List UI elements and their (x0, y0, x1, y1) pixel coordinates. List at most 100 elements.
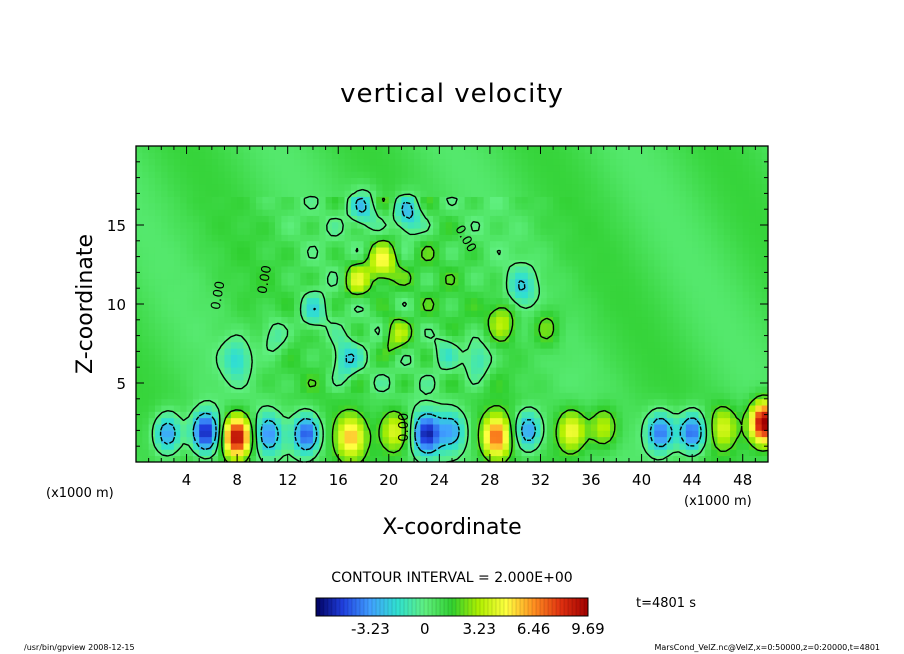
heatmap-cell (142, 285, 150, 292)
heatmap-cell (679, 417, 687, 425)
heatmap-cell (723, 196, 731, 204)
heatmap-cell (508, 272, 516, 280)
heatmap-cell (565, 190, 573, 197)
heatmap-cell (483, 379, 491, 387)
heatmap-cell (591, 177, 598, 185)
heatmap-cell (736, 247, 744, 254)
heatmap-cell (369, 291, 377, 299)
heatmap-cell (578, 266, 586, 273)
heatmap-cell (256, 360, 263, 368)
heatmap-cell (325, 215, 333, 223)
heatmap-cell (167, 449, 175, 457)
heatmap-cell (755, 196, 763, 204)
heatmap-cell (470, 266, 478, 273)
heatmap-cell (717, 411, 725, 419)
heatmap-cell (641, 335, 649, 343)
heatmap-cell (622, 430, 630, 438)
heatmap-cell (534, 164, 541, 172)
heatmap-cell (452, 183, 459, 191)
heatmap-cell (477, 348, 484, 355)
heatmap-cell (553, 146, 560, 153)
heatmap-cell (281, 202, 289, 210)
heatmap-cell (534, 455, 541, 463)
heatmap-cell (496, 285, 503, 292)
heatmap-cell (439, 417, 447, 425)
heatmap-cell (433, 285, 440, 292)
heatmap-cell (483, 183, 491, 191)
heatmap-cell (350, 190, 358, 197)
heatmap-cell (534, 386, 541, 393)
heatmap-cell (730, 316, 737, 324)
heatmap-cell (755, 436, 763, 444)
heatmap-cell (635, 436, 642, 444)
heatmap-cell (477, 367, 484, 374)
heatmap-cell (641, 348, 649, 355)
heatmap-cell (287, 228, 295, 235)
heatmap-cell (382, 304, 390, 311)
heatmap-cell (616, 285, 624, 292)
heatmap-cell (704, 209, 712, 216)
heatmap-cell (508, 146, 516, 153)
heatmap-cell (654, 373, 661, 381)
heatmap-cell (584, 291, 592, 299)
heatmap-cell (319, 253, 326, 261)
heatmap-cell (521, 316, 529, 324)
heatmap-cell (489, 171, 497, 178)
heatmap-cell (527, 285, 535, 292)
heatmap-cell (300, 259, 308, 267)
heatmap-cell (363, 443, 371, 450)
heatmap-cell (275, 221, 282, 229)
heatmap-cell (647, 367, 655, 374)
heatmap-cell (749, 215, 756, 223)
heatmap-cell (350, 322, 358, 330)
heatmap-cell (230, 455, 238, 463)
heatmap-cell (268, 259, 276, 267)
heatmap-cell (154, 354, 162, 362)
heatmap-cell (338, 152, 345, 160)
heatmap-cell (433, 373, 440, 381)
heatmap-cell (565, 266, 573, 273)
heatmap-cell (433, 202, 440, 210)
heatmap-cell (256, 240, 263, 248)
heatmap-cell (559, 392, 567, 400)
heatmap-cell (312, 354, 320, 362)
heatmap-cell (395, 297, 402, 305)
heatmap-cell (161, 164, 168, 172)
heatmap-cell (369, 455, 377, 463)
heatmap-cell (654, 278, 661, 286)
heatmap-cell (628, 177, 636, 185)
heatmap-cell (489, 202, 497, 210)
heatmap-cell (161, 386, 168, 393)
heatmap-cell (306, 215, 314, 223)
heatmap-cell (452, 443, 459, 450)
heatmap-cell (736, 240, 744, 248)
heatmap-cell (237, 234, 244, 242)
heatmap-cell (483, 443, 491, 450)
heatmap-cell (243, 164, 251, 172)
heatmap-cell (483, 360, 491, 368)
heatmap-cell (186, 190, 194, 197)
heatmap-cell (281, 196, 289, 204)
heatmap-cell (173, 221, 181, 229)
heatmap-cell (205, 379, 213, 387)
heatmap-cell (647, 209, 655, 216)
heatmap-cell (414, 221, 421, 229)
heatmap-cell (546, 424, 554, 431)
heatmap-cell (262, 266, 270, 273)
heatmap-cell (597, 379, 605, 387)
heatmap-cell (350, 424, 358, 431)
heatmap-cell (622, 348, 630, 355)
heatmap-cell (679, 291, 687, 299)
heatmap-cell (742, 449, 750, 457)
heatmap-cell (610, 272, 617, 280)
heatmap-cell (603, 190, 611, 197)
heatmap-cell (628, 354, 636, 362)
heatmap-cell (306, 386, 314, 393)
heatmap-cell (161, 348, 168, 355)
heatmap-cell (256, 278, 263, 286)
heatmap-cell (730, 266, 737, 273)
heatmap-cell (154, 221, 162, 229)
heatmap-cell (610, 183, 617, 191)
heatmap-cell (363, 240, 371, 248)
heatmap-cell (357, 455, 364, 463)
